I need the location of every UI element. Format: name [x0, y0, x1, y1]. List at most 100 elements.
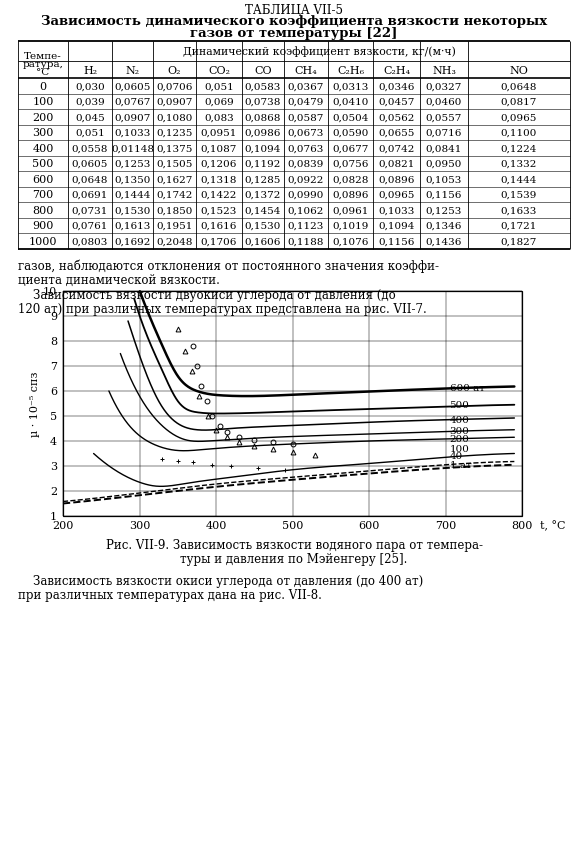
- Text: 0,0504: 0,0504: [332, 113, 369, 122]
- Text: 0,1033: 0,1033: [379, 206, 415, 215]
- Text: 0,0313: 0,0313: [332, 82, 369, 91]
- Text: 0,1156: 0,1156: [379, 237, 415, 246]
- Text: 500: 500: [449, 400, 469, 410]
- Text: 0,1627: 0,1627: [156, 175, 193, 184]
- Text: 4: 4: [50, 437, 57, 447]
- Text: Динамический коэффициент вязкости, кг/(м·ч): Динамический коэффициент вязкости, кг/(м…: [183, 46, 455, 58]
- Text: 0,1094: 0,1094: [379, 221, 415, 231]
- Text: 0,0587: 0,0587: [288, 113, 324, 122]
- Text: 0,1721: 0,1721: [501, 221, 537, 231]
- Text: 0,0410: 0,0410: [332, 97, 369, 107]
- Text: при различных температурах дана на рис. VII-8.: при различных температурах дана на рис. …: [18, 588, 322, 601]
- Text: 0,0677: 0,0677: [332, 144, 369, 153]
- Text: 0,0756: 0,0756: [332, 159, 369, 169]
- Text: 300: 300: [32, 128, 54, 138]
- Text: 700: 700: [435, 520, 456, 530]
- Text: µ · 10⁻⁵ спз: µ · 10⁻⁵ спз: [30, 371, 40, 437]
- Text: 0,0731: 0,0731: [72, 206, 108, 215]
- Text: 0,0990: 0,0990: [288, 190, 324, 200]
- Text: 400: 400: [449, 416, 469, 424]
- Text: 0,0590: 0,0590: [332, 128, 369, 138]
- Text: 0,0986: 0,0986: [245, 128, 281, 138]
- Text: 0,0557: 0,0557: [426, 113, 462, 122]
- Text: N₂: N₂: [125, 65, 139, 76]
- Text: 700: 700: [32, 190, 54, 200]
- Text: t, °C: t, °C: [540, 520, 565, 530]
- Text: 0,1742: 0,1742: [156, 190, 193, 200]
- Text: 500: 500: [282, 520, 303, 530]
- Text: 800: 800: [32, 206, 54, 215]
- Text: 1: 1: [50, 511, 57, 522]
- Text: 0,1192: 0,1192: [245, 159, 281, 169]
- Text: 0,0327: 0,0327: [426, 82, 462, 91]
- Text: 0,1188: 0,1188: [288, 237, 324, 246]
- Text: 0,0951: 0,0951: [201, 128, 237, 138]
- Text: 0,069: 0,069: [204, 97, 234, 107]
- Text: 0,1285: 0,1285: [245, 175, 281, 184]
- Text: 0,0479: 0,0479: [288, 97, 324, 107]
- Text: 0,0763: 0,0763: [288, 144, 324, 153]
- Text: 200: 200: [32, 113, 54, 122]
- Text: 0,045: 0,045: [75, 113, 105, 122]
- Text: 0,1062: 0,1062: [288, 206, 324, 215]
- Text: 0,0907: 0,0907: [156, 97, 193, 107]
- Text: 0,1318: 0,1318: [201, 175, 237, 184]
- Text: 0,0922: 0,0922: [288, 175, 324, 184]
- Text: газов, наблюдаются отклонения от постоянного значения коэффи-: газов, наблюдаются отклонения от постоян…: [18, 259, 439, 273]
- Text: 200: 200: [52, 520, 74, 530]
- Text: 0,1951: 0,1951: [156, 221, 193, 231]
- Text: 0,0605: 0,0605: [72, 159, 108, 169]
- Text: 0,0605: 0,0605: [114, 82, 151, 91]
- Text: 0,0716: 0,0716: [426, 128, 462, 138]
- Text: 0,1224: 0,1224: [501, 144, 537, 153]
- Text: 0,0673: 0,0673: [288, 128, 324, 138]
- Text: NH₃: NH₃: [432, 65, 456, 76]
- Text: 0,1706: 0,1706: [201, 237, 237, 246]
- Text: 0,1523: 0,1523: [201, 206, 237, 215]
- Text: 0,0839: 0,0839: [288, 159, 324, 169]
- Text: Зависимость вязкости окиси углерода от давления (до 400 ат): Зависимость вязкости окиси углерода от д…: [18, 574, 423, 587]
- Text: ТАБЛИЦА VII-5: ТАБЛИЦА VII-5: [245, 3, 343, 16]
- Text: 0,1100: 0,1100: [501, 128, 537, 138]
- Text: 400: 400: [32, 144, 54, 153]
- Text: 0,1606: 0,1606: [245, 237, 281, 246]
- Text: 6: 6: [50, 387, 57, 397]
- Text: 0,1375: 0,1375: [156, 144, 193, 153]
- Text: 0,1539: 0,1539: [501, 190, 537, 200]
- Text: 7: 7: [50, 362, 57, 372]
- Text: 0,1206: 0,1206: [201, 159, 237, 169]
- Text: 0,039: 0,039: [75, 97, 105, 107]
- Text: C₂H₆: C₂H₆: [337, 65, 364, 76]
- Text: NO: NO: [510, 65, 529, 76]
- Text: 600: 600: [32, 175, 54, 184]
- Text: 0,01148: 0,01148: [111, 144, 154, 153]
- Text: °С: °С: [36, 68, 50, 77]
- Text: 0,0896: 0,0896: [379, 175, 415, 184]
- Text: 8: 8: [50, 337, 57, 347]
- Text: 0,1372: 0,1372: [245, 190, 281, 200]
- Text: 300: 300: [129, 520, 150, 530]
- Text: 0,1827: 0,1827: [501, 237, 537, 246]
- Text: 0,1033: 0,1033: [114, 128, 151, 138]
- Text: 0,0460: 0,0460: [426, 97, 462, 107]
- Text: 0,1346: 0,1346: [426, 221, 462, 231]
- Text: 500: 500: [32, 159, 54, 169]
- Text: 1 ат: 1 ат: [449, 461, 471, 470]
- Text: 0,0803: 0,0803: [72, 237, 108, 246]
- Text: 0,0761: 0,0761: [72, 221, 108, 231]
- Text: 0,0583: 0,0583: [245, 82, 281, 91]
- Text: 0,1076: 0,1076: [332, 237, 369, 246]
- Text: CO₂: CO₂: [208, 65, 230, 76]
- Text: Зависимость динамического коэффициента вязкости некоторых: Зависимость динамического коэффициента в…: [41, 15, 547, 28]
- Text: 0,1436: 0,1436: [426, 237, 462, 246]
- Text: 0,0562: 0,0562: [379, 113, 415, 122]
- Text: 0,2048: 0,2048: [156, 237, 193, 246]
- Text: 2: 2: [50, 486, 57, 497]
- Text: 0,1080: 0,1080: [156, 113, 193, 122]
- Text: 0,1850: 0,1850: [156, 206, 193, 215]
- Text: 0,1444: 0,1444: [114, 190, 151, 200]
- Text: 0,1454: 0,1454: [245, 206, 281, 215]
- Text: 0,0821: 0,0821: [379, 159, 415, 169]
- Text: 0,0655: 0,0655: [379, 128, 415, 138]
- Text: 0,0961: 0,0961: [332, 206, 369, 215]
